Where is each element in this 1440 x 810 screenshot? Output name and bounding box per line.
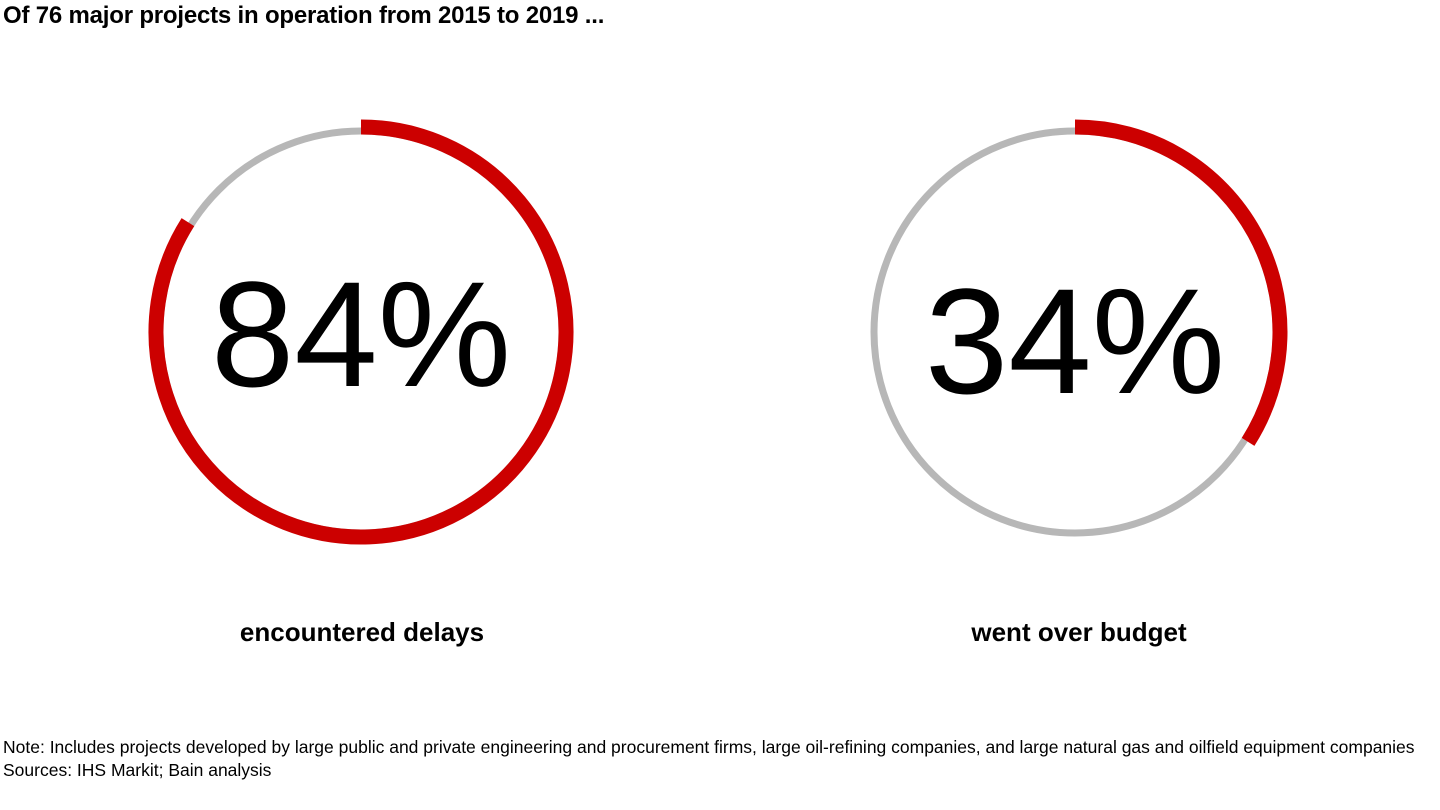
label-budget: went over budget bbox=[971, 617, 1187, 647]
donut-budget: 34% bbox=[870, 119, 1288, 537]
donut-value-arc bbox=[148, 119, 574, 545]
donut-value-label: 84% bbox=[211, 250, 511, 418]
donut-delays: 84% bbox=[148, 119, 574, 545]
label-delays: encountered delays bbox=[239, 617, 485, 647]
footnotes: Note: Includes projects developed by lar… bbox=[3, 736, 1433, 782]
chart-title: Of 76 major projects in operation from 2… bbox=[3, 2, 605, 29]
donut-value-arc bbox=[1074, 119, 1288, 446]
sources-text: Sources: IHS Markit; Bain analysis bbox=[3, 760, 272, 780]
donut-value-label: 34% bbox=[925, 257, 1225, 425]
note-text: Note: Includes projects developed by lar… bbox=[3, 737, 1415, 757]
